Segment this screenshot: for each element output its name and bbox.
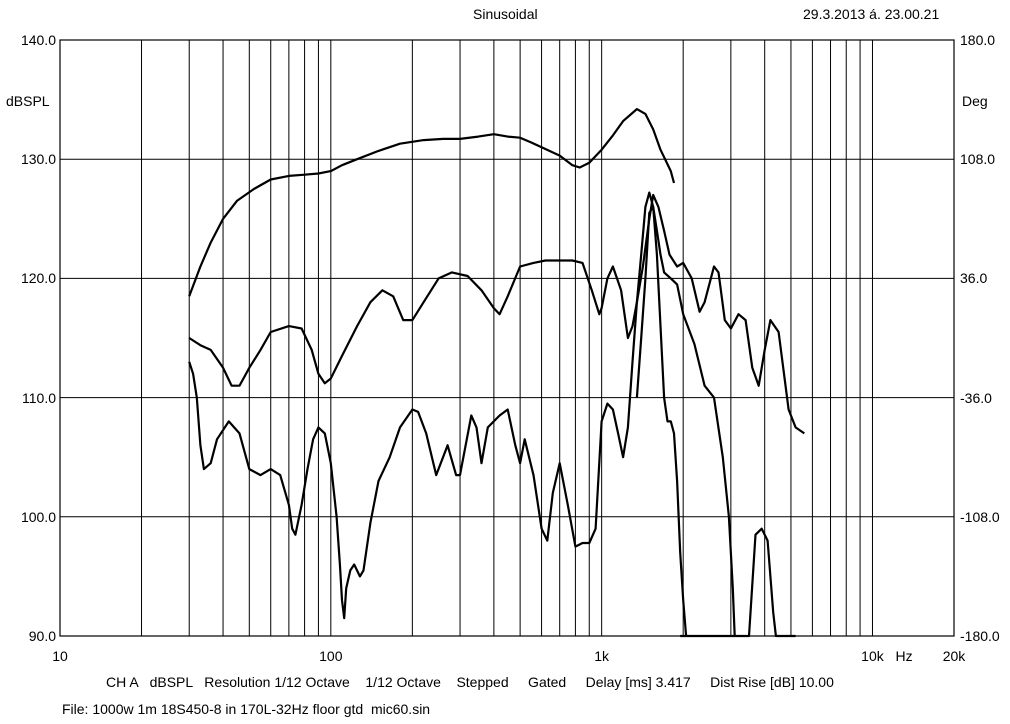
x-tick-label: 10k — [861, 648, 884, 664]
y-tick-label: 140.0 — [20, 32, 56, 48]
measurement-settings: CH A dBSPL Resolution 1/12 Octave 1/12 O… — [106, 674, 834, 690]
series-line-1 — [188, 108, 676, 297]
y2-tick-label: -108.0 — [960, 508, 1000, 525]
x-axis-unit-label: Hz — [895, 648, 913, 664]
y-tick-label: 130.0 — [20, 151, 56, 168]
y2-tick-label: -36.0 — [960, 389, 992, 406]
chart-title: Sinusoidal — [473, 6, 538, 22]
y2-tick-label: 108.0 — [960, 151, 996, 168]
chart-timestamp: 29.3.2013 á. 23.00.21 — [803, 6, 940, 22]
y2-tick-label: 180.0 — [960, 32, 996, 48]
y2-tick-label: 36.0 — [960, 270, 988, 287]
y2-axis-label: Deg — [962, 93, 988, 109]
y-axis-label: dBSPL — [6, 93, 50, 109]
y2-tick-label: -180.0 — [960, 628, 1000, 644]
plot-frame — [59, 39, 955, 637]
file-name: File: 1000w 1m 18S450-8 in 170L-32Hz flo… — [62, 701, 431, 717]
x-tick-label: 10 — [52, 648, 68, 664]
series-line-4 — [635, 205, 736, 637]
y-tick-label: 110.0 — [22, 389, 56, 406]
series-line-3 — [188, 191, 688, 637]
series-line-2 — [188, 193, 805, 435]
y-tick-label: 100.0 — [20, 508, 56, 525]
x-tick-label: 100 — [319, 648, 343, 664]
y-tick-label: 90.0 — [28, 628, 56, 644]
chart-grid — [60, 40, 954, 636]
x-tick-label: 1k — [594, 648, 610, 664]
series-line-5 — [680, 527, 796, 638]
y-tick-label: 120.0 — [20, 270, 56, 287]
x-tick-label: 20k — [942, 648, 966, 664]
chart-curves — [188, 108, 805, 638]
